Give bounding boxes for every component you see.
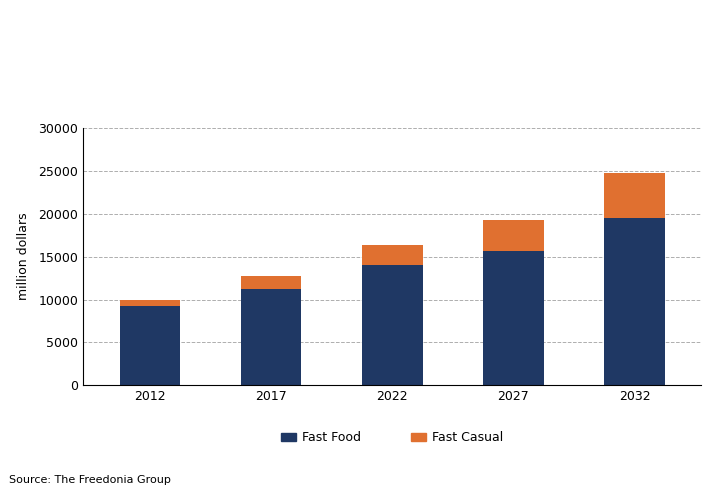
Bar xyxy=(483,220,544,250)
Bar xyxy=(604,218,665,385)
Bar xyxy=(362,265,422,385)
Bar xyxy=(604,173,665,218)
Bar xyxy=(119,305,180,385)
Bar xyxy=(241,289,301,385)
Y-axis label: million dollars: million dollars xyxy=(17,213,30,300)
Text: Source: The Freedonia Group: Source: The Freedonia Group xyxy=(9,475,171,485)
Bar xyxy=(241,276,301,289)
Text: Fast Food & Fast Casual (QSR) Single-Use Packaging & Serviceware Demand by Marke: Fast Food & Fast Casual (QSR) Single-Use… xyxy=(9,32,636,45)
Bar xyxy=(362,245,422,265)
Text: (million dollars): (million dollars) xyxy=(9,84,114,97)
Bar xyxy=(483,250,544,385)
Bar xyxy=(119,300,180,305)
Text: Figure 3-2.: Figure 3-2. xyxy=(9,7,81,21)
Text: 2012, 2017, 2022, 2027, & 2032: 2012, 2017, 2022, 2027, & 2032 xyxy=(9,58,221,71)
Legend: Fast Food, Fast Casual: Fast Food, Fast Casual xyxy=(276,427,508,449)
Text: Freedonia: Freedonia xyxy=(575,106,643,119)
